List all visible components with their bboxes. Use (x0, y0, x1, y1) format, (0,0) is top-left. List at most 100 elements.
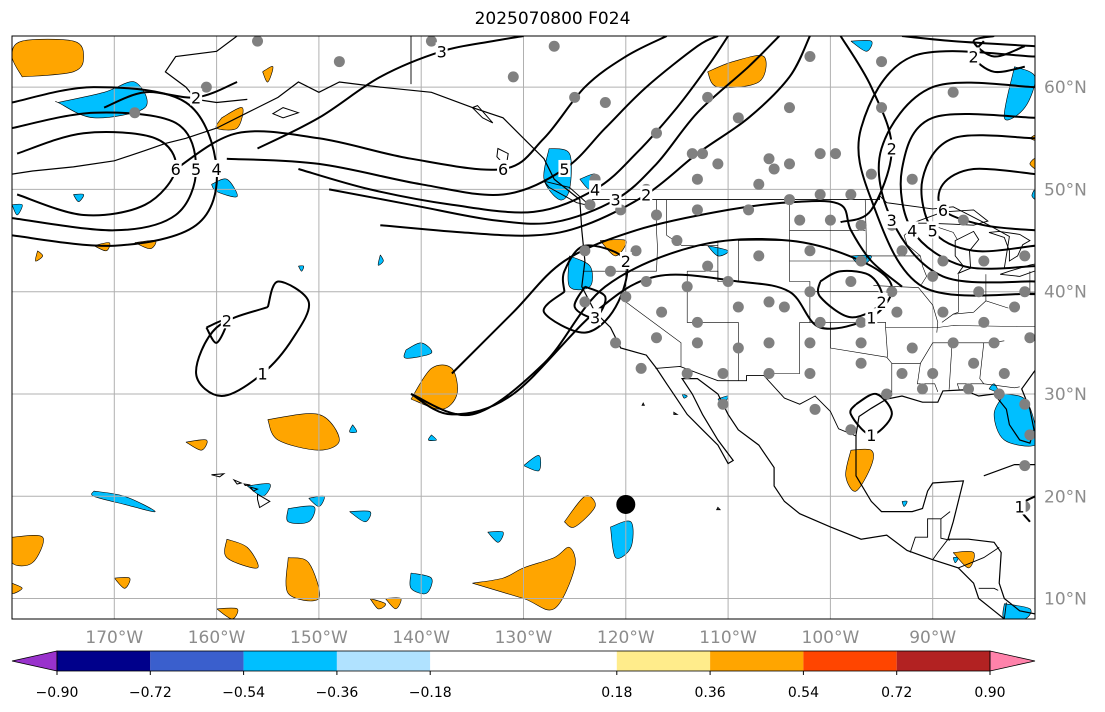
island-outline (211, 473, 226, 478)
field-anomaly-patch (349, 424, 358, 433)
contour-label: 2 (191, 88, 201, 107)
station-dot (686, 148, 698, 160)
station-dot (599, 96, 611, 108)
state-border (941, 300, 1009, 323)
station-dot (1019, 398, 1031, 410)
station-dot (579, 245, 591, 257)
contour-line (410, 238, 893, 417)
contour-label-bg (210, 159, 223, 177)
contour-line (920, 134, 1035, 253)
colorbar-extend-high (989, 650, 1036, 672)
contour-line (972, 36, 1026, 58)
latitude-labels: 10°N 20°N 30°N 40°N 50°N 60°N (1044, 78, 1087, 609)
station-dot (640, 275, 652, 287)
contour-label-bg (885, 139, 898, 157)
contour-label: 4 (907, 221, 917, 240)
contour-label-bg (558, 159, 571, 177)
station-dot (968, 357, 980, 369)
station-dot (916, 383, 928, 395)
contour-label-bg (589, 308, 602, 326)
contour-line (451, 200, 903, 375)
contour-line (849, 392, 893, 436)
station-dot (783, 158, 795, 170)
coastline (983, 464, 1035, 477)
contour-label: 2 (621, 252, 631, 271)
station-dot (579, 296, 591, 308)
contour-line (257, 36, 524, 150)
station-dot (768, 163, 780, 175)
station-dot (732, 342, 744, 354)
state-border (830, 322, 893, 396)
contour-line (901, 36, 1035, 48)
country-border (958, 547, 1000, 569)
station-dot (988, 337, 1000, 349)
station-dot (824, 214, 836, 226)
field-anomaly-patch (349, 510, 372, 523)
state-border (983, 383, 1020, 389)
station-dot (656, 306, 668, 318)
station-dot (620, 291, 632, 303)
island-outline (542, 180, 591, 207)
country-border (932, 538, 949, 560)
station-dot (200, 81, 212, 93)
station-dot (876, 102, 888, 114)
field-anomaly-patch (73, 193, 85, 203)
station-dot (891, 306, 903, 318)
colorbar-tick-label: 0.36 (695, 685, 726, 701)
contour-label: 4 (590, 180, 600, 199)
station-dot (947, 337, 959, 349)
contour-label: 2 (641, 186, 651, 205)
station-dot (697, 148, 709, 160)
field-anomaly-patch (216, 607, 239, 619)
colorbar-tick-label: −0.72 (129, 685, 172, 701)
longitude-label: 150°W (290, 628, 348, 648)
latitude-label: 40°N (1044, 283, 1087, 303)
contour-label: 3 (610, 191, 620, 210)
station-dot (947, 86, 959, 98)
station-dot (973, 286, 985, 298)
station-dot (1024, 429, 1035, 441)
colorbar-extend-low (11, 650, 58, 672)
station-dot (681, 368, 693, 380)
field-anomaly-patch (901, 500, 908, 507)
longitude-label: 130°W (495, 628, 553, 648)
station-dot (650, 127, 662, 139)
island-outline (243, 483, 251, 487)
contour-line (899, 113, 1035, 270)
contour-label: 2 (887, 140, 897, 159)
station-dot (855, 255, 867, 267)
station-dot (722, 275, 734, 287)
colorbar-tick-label: −0.36 (315, 685, 358, 701)
colorbar-tick-label: 0.72 (881, 685, 912, 701)
field-anomaly-patch (523, 455, 542, 472)
contour-label: 3 (887, 211, 897, 230)
contour-label: 1 (258, 365, 268, 384)
contour-line (542, 244, 629, 334)
field-anomaly-patch (1002, 603, 1032, 619)
colorbar-segment (710, 651, 804, 671)
station-dot (927, 368, 939, 380)
field-anomaly-patch (267, 413, 340, 451)
station-dot (927, 270, 939, 282)
state-border (625, 271, 682, 367)
contour-label: 6 (938, 201, 948, 220)
contour-label-bg (640, 185, 653, 203)
station-dot (743, 204, 755, 216)
contour-label-bg (220, 311, 233, 329)
station-dot (635, 362, 647, 374)
contour-label-bg (609, 190, 622, 208)
colorbar-segment (896, 651, 990, 671)
map-title: 2025070800 F024 (474, 9, 631, 29)
station-dot (604, 265, 616, 277)
longitude-label: 110°W (699, 628, 757, 648)
contour-label: 2 (969, 47, 979, 66)
contour-label-bg (936, 200, 949, 218)
field-anomaly-patch (1029, 158, 1035, 170)
contour-label-bg (926, 221, 939, 239)
colorbar-segment (243, 651, 337, 671)
station-dot (963, 383, 975, 395)
station-dot (906, 342, 918, 354)
station-dot (702, 91, 714, 103)
state-border (873, 285, 939, 333)
station-dot (783, 102, 795, 114)
